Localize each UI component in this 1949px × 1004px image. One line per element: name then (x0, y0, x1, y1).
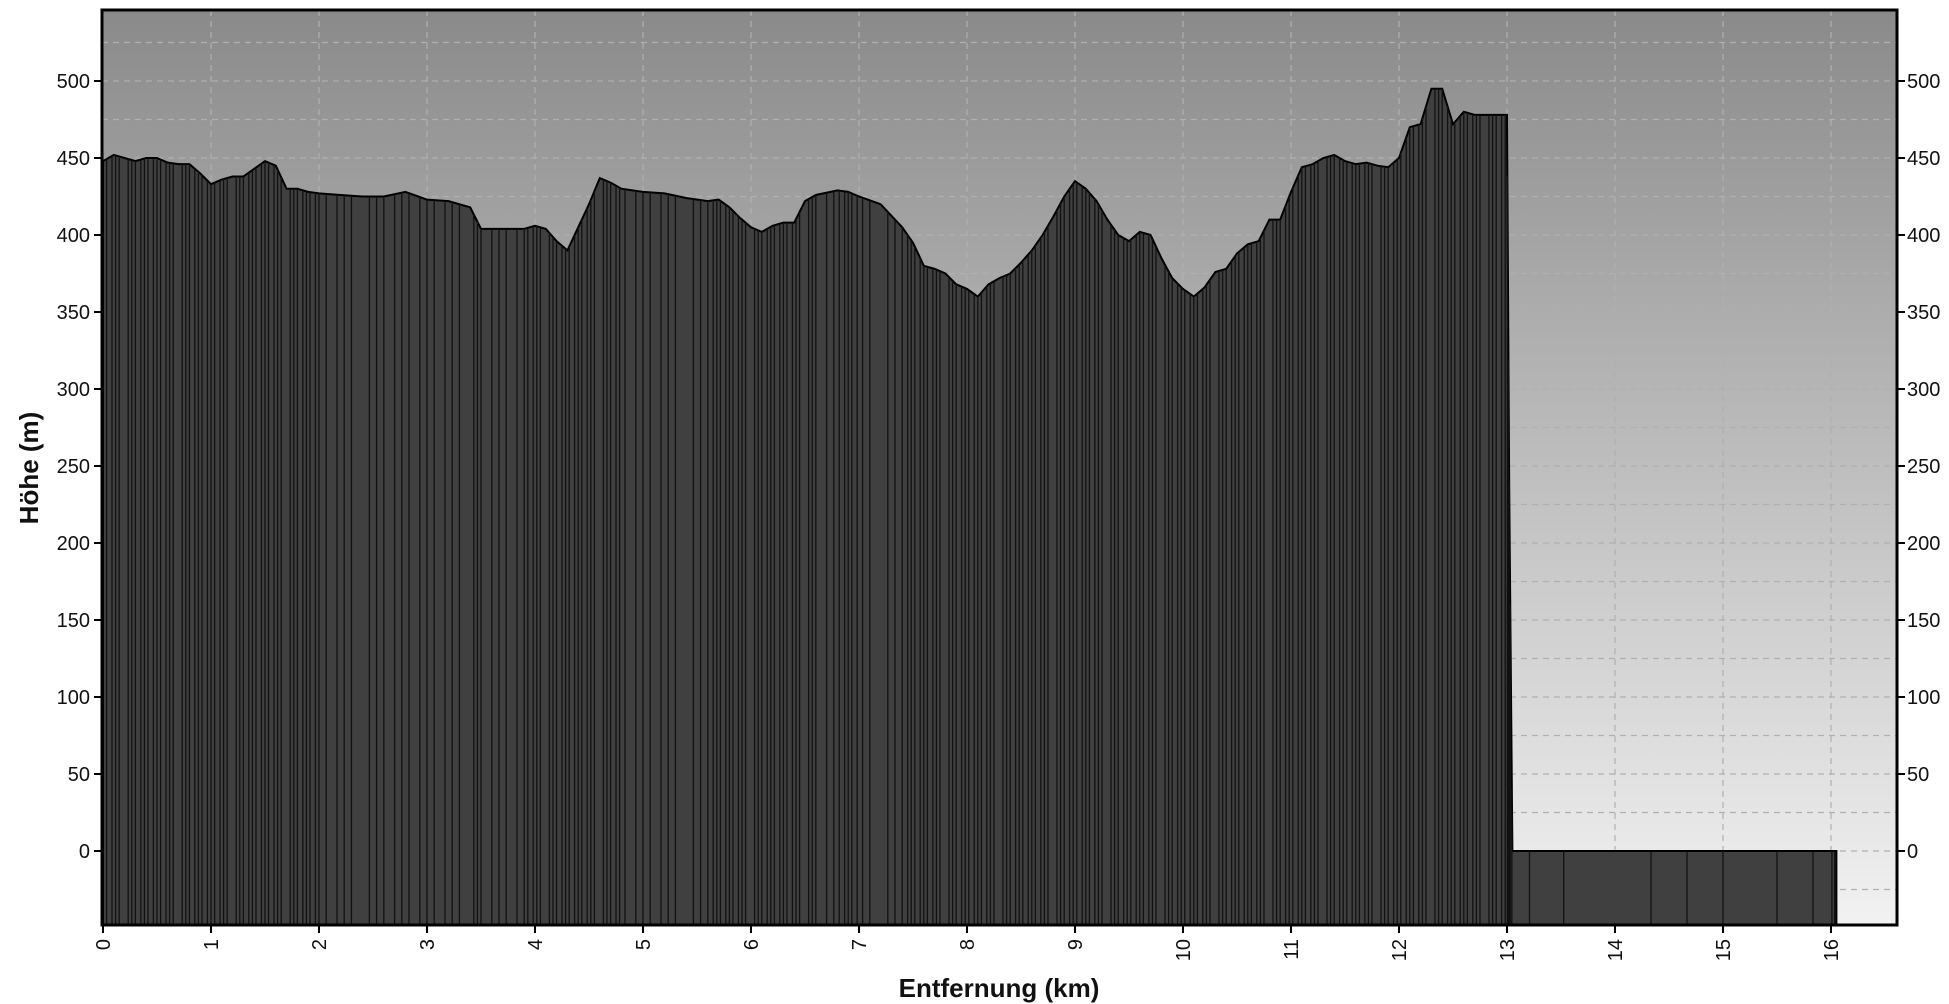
x-tick-label: 14 (1605, 939, 1627, 961)
x-tick-label: 6 (741, 939, 763, 950)
y-tick-label-left: 500 (57, 71, 90, 93)
x-tick-label: 11 (1281, 939, 1303, 960)
x-axis: 0 1 2 3 4 5 6 7 8 9 10 11 12 13 14 15 16 (93, 925, 1843, 961)
y-tick-label-right: 200 (1907, 533, 1940, 555)
y-tick-label-left: 200 (57, 533, 90, 555)
x-tick-label: 10 (1173, 939, 1195, 961)
x-tick-label: 9 (1065, 939, 1087, 950)
y-tick-label-left: 350 (57, 302, 90, 324)
y-axis-right: 0 50 100 150 200 250 300 350 400 450 500 (1897, 71, 1940, 863)
x-tick-label: 5 (633, 939, 655, 950)
y-tick-label-right: 450 (1907, 148, 1940, 170)
y-tick-label-right: 150 (1907, 610, 1940, 632)
elevation-area (102, 87, 1838, 926)
y-tick-label-left: 300 (57, 379, 90, 401)
x-tick-label: 12 (1389, 939, 1411, 961)
y-tick-label-left: 250 (57, 456, 90, 478)
x-tick-label: 8 (957, 939, 979, 950)
y-tick-label-left: 100 (57, 687, 90, 709)
x-tick-label: 13 (1497, 939, 1519, 961)
x-tick-label: 0 (93, 939, 115, 950)
y-tick-label-right: 100 (1907, 687, 1940, 709)
x-tick-label: 1 (201, 939, 223, 950)
y-tick-label-right: 400 (1907, 225, 1940, 247)
y-tick-label-right: 0 (1907, 841, 1918, 863)
x-axis-title: Entfernung (km) (899, 973, 1100, 1003)
y-axis-left: 0 50 100 150 200 250 300 350 400 450 500 (57, 71, 102, 863)
y-tick-label-right: 50 (1907, 764, 1929, 786)
y-axis-title: Höhe (m) (14, 412, 44, 525)
y-tick-label-left: 50 (68, 764, 90, 786)
x-tick-label: 2 (309, 939, 331, 950)
y-tick-label-right: 250 (1907, 456, 1940, 478)
x-tick-label: 3 (417, 939, 439, 950)
x-tick-label: 7 (849, 939, 871, 950)
y-tick-label-right: 300 (1907, 379, 1940, 401)
y-tick-label-right: 350 (1907, 302, 1940, 324)
y-tick-label-left: 150 (57, 610, 90, 632)
x-tick-label: 15 (1713, 939, 1735, 961)
y-tick-label-left: 400 (57, 225, 90, 247)
y-tick-label-left: 0 (79, 841, 90, 863)
plot-frame (100, 8, 1899, 927)
x-tick-label: 4 (525, 939, 547, 950)
x-tick-label: 16 (1821, 939, 1843, 961)
y-tick-label-left: 450 (57, 148, 90, 170)
y-tick-label-right: 500 (1907, 71, 1940, 93)
